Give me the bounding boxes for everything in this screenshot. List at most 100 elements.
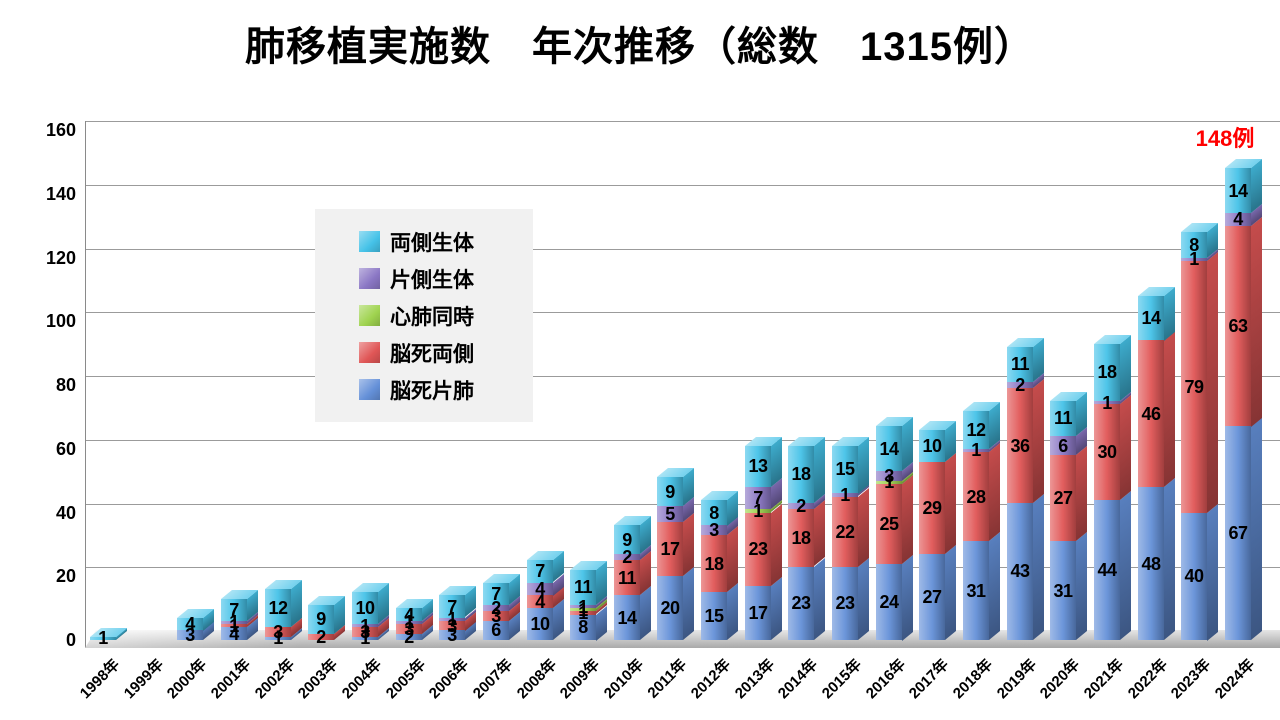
bar-value-label: 6 (491, 620, 501, 641)
bar-segment (657, 576, 683, 640)
bar-segment (1225, 212, 1251, 226)
y-tick-label: 80 (55, 375, 76, 395)
bar-segment (1225, 168, 1251, 213)
bar-value-label: 2 (316, 626, 326, 647)
bar-segment (1225, 225, 1251, 427)
y-axis-line (85, 121, 86, 648)
bar-segment (570, 611, 596, 615)
bar-segment (1007, 388, 1033, 503)
bar-value-label: 3 (709, 520, 719, 541)
bar-segment (832, 496, 858, 567)
bar-segment (483, 604, 509, 612)
bar-segment (745, 585, 771, 640)
bar-value-label: 29 (922, 497, 942, 518)
bar-segment (745, 487, 771, 510)
bar-segment (788, 445, 814, 503)
bar-value-label: 10 (530, 614, 550, 635)
bar-value-label: 1 (578, 596, 588, 617)
bar-value-label: 12 (966, 419, 986, 440)
bar-value-label: 17 (748, 602, 768, 623)
bar-segment (1094, 499, 1120, 640)
bar-segment (439, 630, 465, 640)
bar-value-label: 11 (1010, 354, 1030, 375)
bar-segment (1007, 381, 1033, 389)
bar-value-label: 11 (1053, 408, 1073, 429)
bar-segment (1181, 257, 1207, 261)
bar-value-label: 48 (1141, 553, 1161, 574)
bar-value-label: 9 (622, 529, 632, 550)
bar-segment (614, 595, 640, 640)
bar-value-label: 79 (1184, 376, 1204, 397)
bar-value-label: 18 (1097, 362, 1117, 383)
bar-value-label: 18 (704, 553, 724, 574)
bar-segment (963, 541, 989, 640)
y-tick-label: 0 (65, 630, 76, 650)
bar-segment (483, 620, 509, 640)
bar-segment (221, 598, 247, 621)
bar-segment (701, 525, 727, 535)
bar-value-label: 4 (185, 614, 195, 635)
bar-value-label: 3 (360, 622, 370, 643)
bar-value-label: 28 (966, 486, 986, 507)
bar-segment (1138, 487, 1164, 640)
bar-value-label: 1 (578, 602, 588, 623)
bar-segment (788, 566, 814, 640)
bar-value-label: 4 (1233, 209, 1243, 230)
bar-value-label: 8 (1189, 234, 1199, 255)
bar-segment (439, 617, 465, 621)
bar-value-label: 3 (884, 465, 894, 486)
bar-segment (919, 461, 945, 554)
bar-value-label: 14 (1228, 180, 1248, 201)
bar-value-label: 43 (1010, 561, 1030, 582)
bar-value-label: 14 (879, 438, 899, 459)
bar-segment (1181, 260, 1207, 513)
annotation-148: 148例 (1195, 126, 1255, 151)
bar-segment (439, 620, 465, 631)
bar-value-label: 24 (879, 591, 899, 612)
bar-segment (657, 522, 683, 577)
bar-segment (527, 582, 553, 596)
bar-segment (570, 614, 596, 640)
bar-segment (1138, 340, 1164, 487)
心肺同時-swatch-icon (359, 305, 380, 326)
bar-value-label: 23 (835, 593, 855, 614)
bar-value-label: 1 (229, 612, 239, 633)
bar-segment (570, 569, 596, 605)
脳死片肺-swatch-icon (359, 379, 380, 400)
bar-value-label: 11 (573, 577, 593, 598)
gridline (85, 376, 1280, 377)
bar-segment (745, 445, 771, 487)
bar-value-label: 17 (660, 539, 680, 560)
gridline (85, 439, 1280, 441)
bar-value-label: 7 (535, 561, 545, 582)
bar-value-label: 4 (535, 591, 545, 612)
bar-value-label: 40 (1184, 566, 1204, 587)
bar-segment (614, 525, 640, 554)
bar-value-label: 22 (835, 521, 855, 542)
bar-value-label: 4 (535, 579, 545, 599)
bar-value-label: 36 (1010, 435, 1030, 456)
bar-value-label: 2 (796, 496, 806, 517)
脳死両側-swatch-icon (359, 342, 380, 363)
chart-title: 肺移植実施数 年次推移（総数 1315例） (245, 25, 1035, 69)
bar-segment (265, 636, 291, 640)
legend: 両側生体 片側生体 心肺同時 脳死両側 脳死片肺 (315, 209, 533, 422)
bar-segment (1094, 400, 1120, 405)
legend-item: 脳死片肺 (359, 372, 533, 407)
bar-segment (439, 595, 465, 618)
bar-value-label: 27 (1053, 488, 1073, 509)
bar-segment (527, 608, 553, 640)
bar-value-label: 12 (268, 598, 288, 619)
bar-value-label: 2 (491, 598, 501, 619)
bar-value-label: 1 (971, 440, 981, 461)
legend-item: 片側生体 (359, 261, 533, 296)
bar-segment (352, 592, 378, 625)
bar-segment (832, 493, 858, 497)
bar-value-label: 31 (966, 580, 986, 601)
bar-segment (396, 620, 422, 625)
bar-value-label: 67 (1228, 523, 1248, 544)
legend-item: 脳死両側 (359, 335, 533, 370)
bar-segment (614, 553, 640, 561)
bar-value-label: 7 (447, 596, 457, 617)
bar-value-label: 18 (791, 528, 811, 548)
